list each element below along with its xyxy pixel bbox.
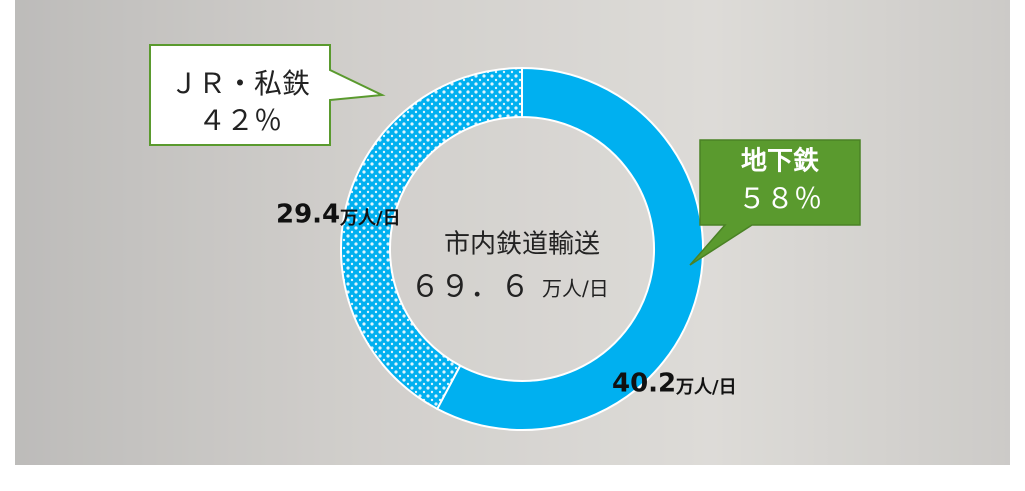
value-label: 40.2 [612, 369, 676, 399]
percent-label: ５８％ [738, 182, 822, 215]
value-unit: 万人/日 [339, 208, 401, 229]
center-unit: 万人/日 [542, 277, 609, 301]
value-unit: 万人/日 [675, 377, 737, 398]
center-total: ６９．６ [410, 270, 530, 305]
donut-slice [435, 66, 704, 431]
donut [340, 66, 704, 431]
callout-box [149, 44, 386, 146]
callout-box [689, 139, 861, 266]
category-label: 地下鉄 [741, 146, 819, 177]
percent-label: ４２％ [198, 104, 282, 137]
donut-slice [340, 66, 523, 411]
value-label: 29.4 [276, 200, 340, 230]
category-label: ＪＲ・私鉄 [170, 67, 310, 100]
center-title: 市内鉄道輸送 [444, 230, 600, 260]
